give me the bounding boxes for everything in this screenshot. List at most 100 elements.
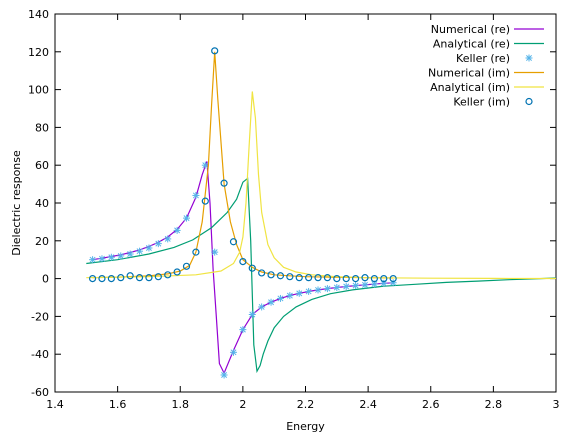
data-point [352,275,360,283]
data-point [154,273,162,281]
data-point [182,262,191,270]
data-point [305,287,313,295]
y-tick-label: 20 [35,235,49,248]
data-point [98,255,106,263]
x-tick-label: 1.4 [46,398,64,411]
data-point [173,226,181,234]
data-point [107,253,115,261]
legend-label: Keller (im) [453,96,510,109]
y-tick-label: -40 [31,348,49,361]
x-tick-label: 1.6 [109,398,127,411]
y-tick-label: -20 [31,310,49,323]
data-point [229,348,237,356]
series-1-line [86,177,557,374]
data-point [239,257,247,266]
data-point [220,179,228,187]
data-point [342,275,350,283]
data-point [154,240,162,248]
legend-swatch [525,97,533,106]
legend-label: Numerical (im) [428,67,510,80]
data-point [117,274,125,282]
x-tick-label: 3 [553,398,560,411]
y-tick-label: 80 [35,121,49,134]
data-point [295,289,303,297]
x-axis-label: Energy [286,420,325,433]
data-point [267,298,275,306]
x-tick-label: 2 [239,398,246,411]
data-point [145,244,153,252]
data-point [286,273,294,281]
data-point [173,268,181,276]
y-tick-label: 40 [35,197,49,210]
data-point [107,275,115,283]
data-point [145,274,153,282]
data-point [305,274,313,282]
data-point [183,214,191,222]
data-point [370,280,378,288]
data-point [164,235,172,243]
data-point [201,161,209,169]
data-point [370,275,378,283]
series-3-line [92,51,394,279]
data-point [117,252,125,260]
series-4-line [86,91,557,280]
data-point [135,274,144,282]
data-point [276,272,285,280]
legend-label: Keller (re) [456,52,510,65]
data-point [361,274,369,282]
y-tick-label: 60 [35,159,49,172]
data-point [314,286,322,294]
legend-swatch [525,54,533,62]
data-point [248,311,256,319]
data-point [89,256,97,264]
data-point [248,264,256,272]
y-tick-label: 100 [28,84,49,97]
data-point [276,294,284,302]
data-point [352,282,360,290]
data-point [126,250,134,258]
y-tick-label: 140 [28,8,49,21]
data-point [295,274,303,282]
y-tick-label: -60 [31,386,49,399]
data-point [323,274,332,282]
data-point [192,191,200,199]
y-tick-label: 0 [42,273,49,286]
y-tick-label: 120 [28,46,49,59]
data-point [333,283,341,291]
data-point [88,275,97,283]
data-point [333,275,341,283]
data-point [286,292,294,300]
x-tick-label: 1.8 [172,398,190,411]
data-point [220,371,228,379]
x-tick-label: 2.8 [485,398,503,411]
data-point [164,271,172,279]
data-point [258,269,266,277]
data-point [211,47,219,55]
data-point [267,271,275,279]
data-point [229,238,238,246]
x-axis-ticks: 1.4 1.6 1.8 2 2.2 2.4 2.6 2.8 3 [46,14,560,411]
data-point [380,275,388,283]
data-point [211,248,219,256]
data-point [389,275,397,283]
data-point [192,248,200,256]
x-tick-label: 2.6 [422,398,440,411]
data-point [361,281,369,289]
data-point [323,285,331,293]
legend-label: Numerical (re) [431,23,510,36]
y-axis-ticks: -60 -40 -20 0 20 40 60 80 100 120 140 [28,8,556,399]
data-point [136,247,144,255]
series-2-markers [89,161,397,379]
data-point [239,326,247,334]
legend-label: Analytical (im) [430,81,510,94]
series-0-line [92,161,394,375]
y-axis-label: Dielectric response [10,150,23,256]
x-tick-label: 2.4 [359,398,377,411]
x-tick-label: 2.2 [297,398,315,411]
series-5-markers [88,47,397,283]
legend-label: Analytical (re) [433,38,510,51]
data-point [126,272,134,280]
legend: Numerical (re) Analytical (re)Keller (re)… [428,23,544,109]
